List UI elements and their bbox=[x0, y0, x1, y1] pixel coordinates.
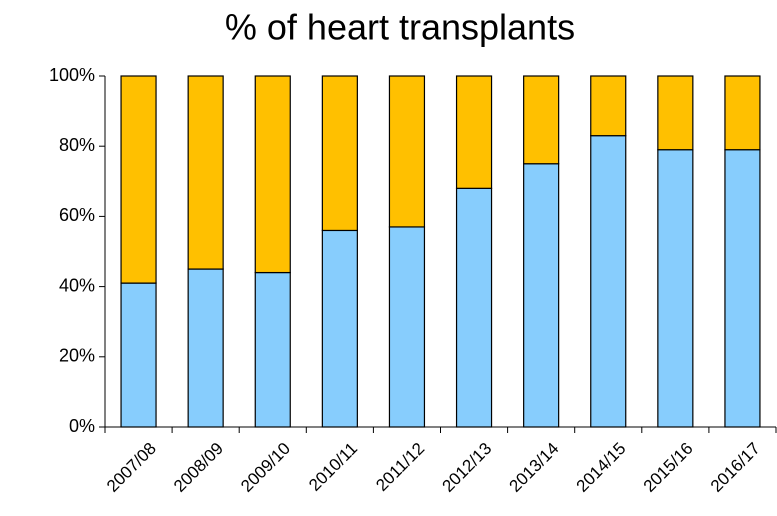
bar-segment bbox=[590, 135, 627, 428]
bar-segment bbox=[388, 75, 426, 228]
bar-segment bbox=[455, 75, 493, 189]
x-tick-label: 2012/13 bbox=[438, 439, 495, 496]
x-tick-label: 2007/08 bbox=[103, 439, 160, 496]
y-tick-label: 20% bbox=[59, 346, 95, 366]
bar-segment bbox=[657, 149, 694, 428]
bar-segment bbox=[120, 75, 157, 284]
bar-segment bbox=[187, 75, 224, 270]
x-tick-label: 2013/14 bbox=[506, 439, 563, 496]
x-tick-label: 2009/10 bbox=[237, 439, 294, 496]
bar-segment bbox=[523, 163, 560, 428]
bar-segment bbox=[657, 75, 694, 151]
bar-segment bbox=[187, 268, 224, 428]
y-tick-label: 80% bbox=[59, 135, 95, 155]
bar-segment bbox=[120, 282, 157, 428]
x-tick-label: 2010/11 bbox=[305, 439, 361, 495]
bar-segment bbox=[388, 226, 426, 428]
y-tick-label: 60% bbox=[59, 205, 95, 225]
y-tick-label: 100% bbox=[49, 65, 95, 85]
bar-segment bbox=[724, 149, 761, 428]
y-tick-label: 40% bbox=[59, 275, 95, 295]
chart-title: % of heart transplants bbox=[225, 7, 575, 48]
bar-segment bbox=[523, 75, 560, 165]
bar-segment bbox=[254, 271, 291, 428]
bar-segment bbox=[455, 187, 493, 428]
x-tick-label: 2008/09 bbox=[170, 439, 227, 496]
bar-segment bbox=[254, 75, 291, 274]
x-tick-label: 2015/16 bbox=[640, 439, 697, 496]
x-tick-label: 2016/17 bbox=[707, 439, 764, 496]
x-tick-label: 2011/12 bbox=[372, 439, 428, 495]
bar-segment bbox=[321, 75, 358, 232]
y-tick-label: 0% bbox=[69, 416, 95, 436]
bar-segment bbox=[321, 229, 358, 428]
x-tick-label: 2014/15 bbox=[573, 439, 630, 496]
bar-segment bbox=[724, 75, 761, 151]
bar-segment bbox=[590, 75, 627, 137]
